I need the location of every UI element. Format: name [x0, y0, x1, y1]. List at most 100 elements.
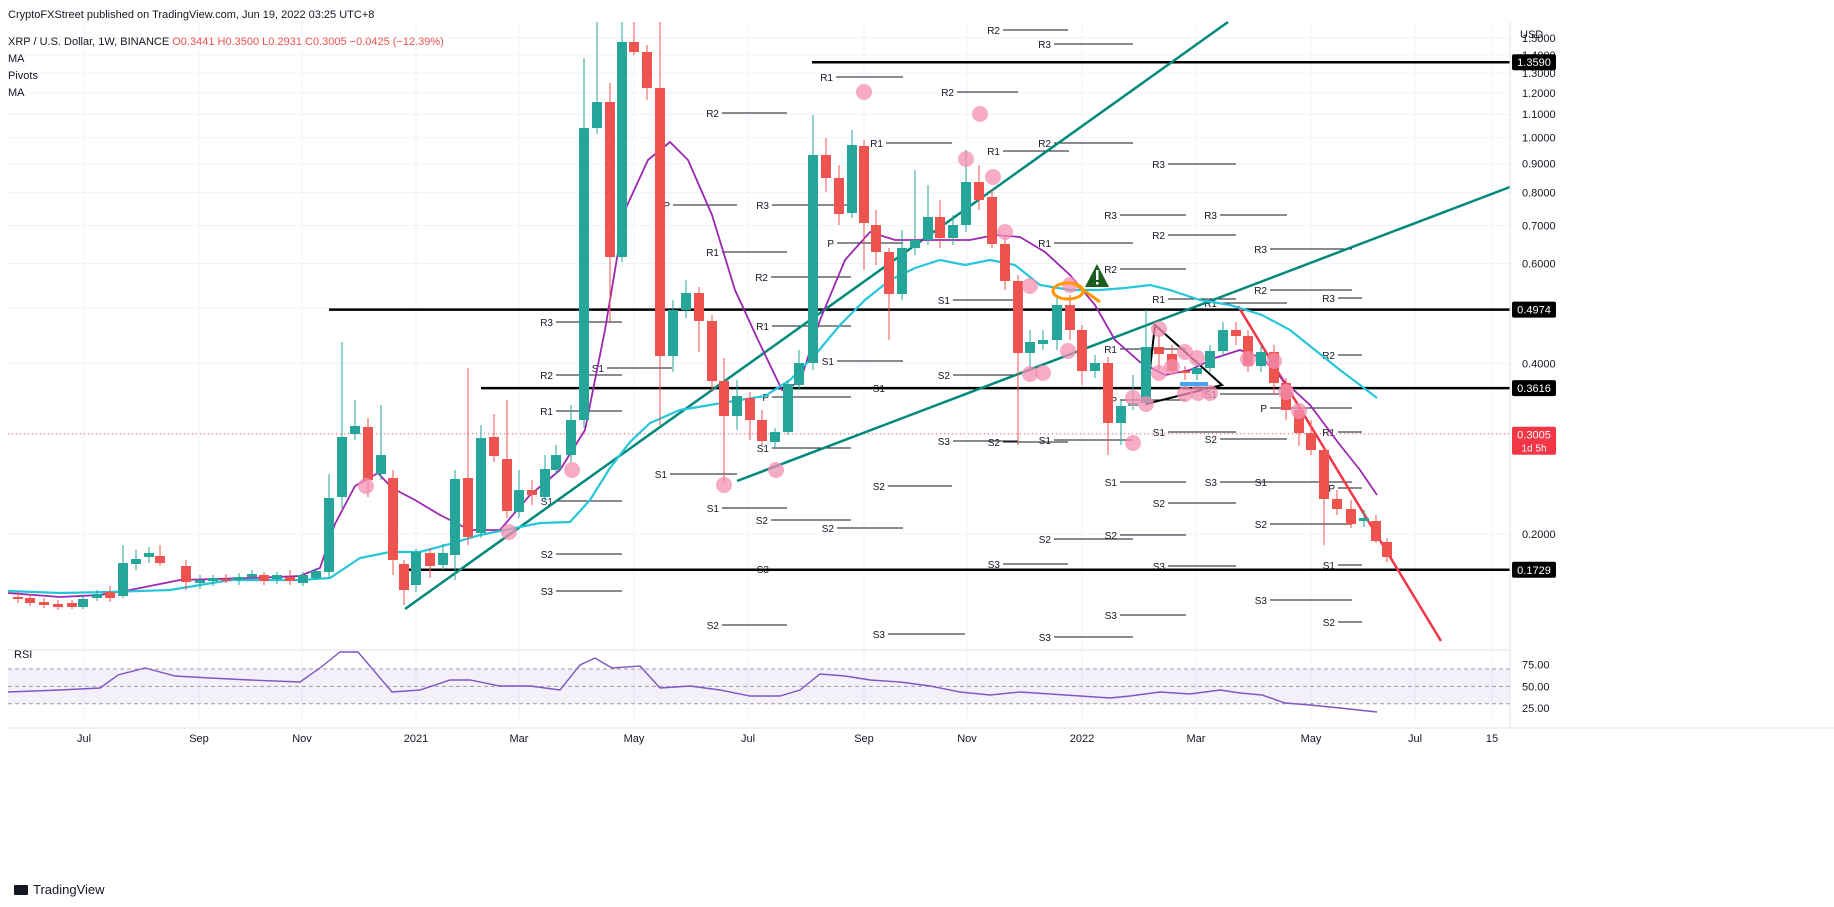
- candle-body-25: [350, 426, 360, 434]
- pivot-label-49: S1: [1255, 478, 1268, 489]
- horizontal-levels: [8, 60, 1510, 572]
- pivot-label-35: P: [762, 393, 769, 404]
- candle-body-46: [617, 42, 627, 257]
- candle-body-53: [707, 321, 717, 381]
- pivot-marker-21: [1164, 359, 1180, 375]
- rsi-pane: RSI: [7, 649, 1510, 713]
- rsi-tick-1: 50.00: [1522, 681, 1550, 693]
- price-tick-0: 1.5000: [1522, 33, 1556, 45]
- pivot-label-9: P: [663, 201, 670, 212]
- time-tick-11: May: [1301, 733, 1322, 745]
- price-tick-9: 0.6000: [1522, 258, 1556, 270]
- pivot-label-45: S1: [757, 444, 770, 455]
- pivot-marker-0: [358, 478, 374, 494]
- pivot-label-57: S2: [822, 524, 835, 535]
- pivot-label-68: S2: [707, 621, 720, 632]
- pivot-marker-12: [1035, 365, 1051, 381]
- pivot-label-27: R1: [1104, 345, 1117, 356]
- pivot-label-71: S3: [1039, 633, 1052, 644]
- pivot-label-66: S3: [1255, 596, 1268, 607]
- candle-body-58: [770, 432, 780, 442]
- time-tick-5: May: [624, 733, 645, 745]
- time-tick-0: Jul: [77, 733, 91, 745]
- candle-body-78: [1025, 342, 1035, 353]
- candle-body-11: [155, 556, 165, 563]
- candle-body-51: [681, 293, 691, 310]
- pivot-label-20: R2: [1254, 286, 1267, 297]
- level-tag-2: [1512, 380, 1556, 397]
- candle-body-14: [208, 578, 218, 581]
- pivot-label-6: R2: [1038, 139, 1051, 150]
- rsi-tick-0: 75.00: [1522, 660, 1550, 672]
- pivot-label-28: R2: [1322, 351, 1335, 362]
- pivot-label-31: S2: [938, 371, 951, 382]
- candle-body-73: [961, 182, 971, 225]
- candle-body-41: [551, 455, 561, 470]
- symbol-ohlc: XRP / U.S. Dollar, 1W, BINANCE O0.3441 H…: [8, 35, 444, 49]
- candle-body-54: [719, 381, 729, 416]
- trendline-teal-long: [736, 185, 1511, 483]
- pivot-label-59: S2: [1105, 531, 1118, 542]
- candle-body-0: [13, 597, 23, 599]
- pivot-marker-20: [1177, 344, 1193, 360]
- pivot-label-69: S2: [1323, 618, 1336, 629]
- pivot-marker-22: [1189, 350, 1205, 366]
- candle-body-16: [234, 577, 244, 580]
- current-price-tag: [1512, 426, 1556, 455]
- pivot-label-52: S1: [541, 497, 554, 508]
- candle-body-5: [78, 599, 88, 607]
- candle-body-20: [285, 577, 295, 581]
- pivot-label-25: R3: [540, 318, 553, 329]
- candle-body-81: [1065, 305, 1075, 330]
- candle-body-49: [655, 88, 665, 356]
- pivot-marker-28: [1278, 384, 1294, 400]
- pivot-marker-3: [716, 477, 732, 493]
- time-tick-2: Nov: [292, 733, 312, 745]
- candle-body-8: [118, 563, 128, 596]
- candle-body-61: [808, 155, 818, 363]
- pivot-label-63: S1: [1323, 561, 1336, 572]
- candle-body-67: [884, 252, 894, 294]
- price-tick-3: 1.2000: [1522, 88, 1556, 100]
- rsi-tick-2: 25.00: [1522, 703, 1550, 715]
- level-tag-1: [1512, 301, 1556, 318]
- pivot-label-19: R2: [1104, 265, 1117, 276]
- candle-body-19: [272, 575, 282, 579]
- pivot-marker-9: [997, 224, 1013, 240]
- pivot-label-23: R1: [1204, 299, 1217, 310]
- pivot-label-47: S1: [1105, 478, 1118, 489]
- indicator-pivots[interactable]: Pivots: [8, 70, 38, 82]
- candle-body-47: [629, 42, 639, 52]
- candle-body-90: [1180, 371, 1190, 373]
- indicator-ma-1[interactable]: MA: [8, 53, 25, 65]
- symbol-title: XRP / U.S. Dollar, 1W, BINANCE: [8, 36, 170, 48]
- pivot-marker-10: [1022, 278, 1038, 294]
- pivot-label-48: S3: [1205, 478, 1218, 489]
- axes: USD1.50001.40001.30001.20001.10001.00000…: [8, 22, 1834, 745]
- candle-body-80: [1052, 305, 1062, 340]
- pivot-label-61: S3: [988, 560, 1001, 571]
- pivot-label-10: R3: [756, 201, 769, 212]
- pivot-label-11: R3: [1104, 211, 1117, 222]
- candle-body-32: [438, 553, 448, 565]
- pivot-label-54: S1: [707, 504, 720, 515]
- pivot-label-33: S1: [873, 384, 886, 395]
- pivot-label-1: R3: [1038, 40, 1051, 51]
- pivot-label-29: S1: [822, 357, 835, 368]
- pivot-label-51: P: [1328, 484, 1335, 495]
- candle-body-59: [783, 384, 793, 432]
- pivot-marker-23: [1177, 386, 1193, 402]
- level-tag-3: [1512, 561, 1556, 578]
- candle-body-6: [92, 594, 102, 598]
- candle-body-79: [1038, 340, 1048, 344]
- pivot-label-36: P: [1110, 396, 1117, 407]
- candle-body-69: [910, 240, 920, 248]
- candle-body-48: [642, 52, 652, 88]
- candle-body-65: [859, 146, 869, 223]
- candle-body-30: [411, 552, 421, 585]
- candle-body-75: [987, 197, 997, 244]
- indicator-ma-2[interactable]: MA: [8, 87, 25, 99]
- candle-body-36: [489, 437, 499, 456]
- pivot-marker-16: [1138, 396, 1154, 412]
